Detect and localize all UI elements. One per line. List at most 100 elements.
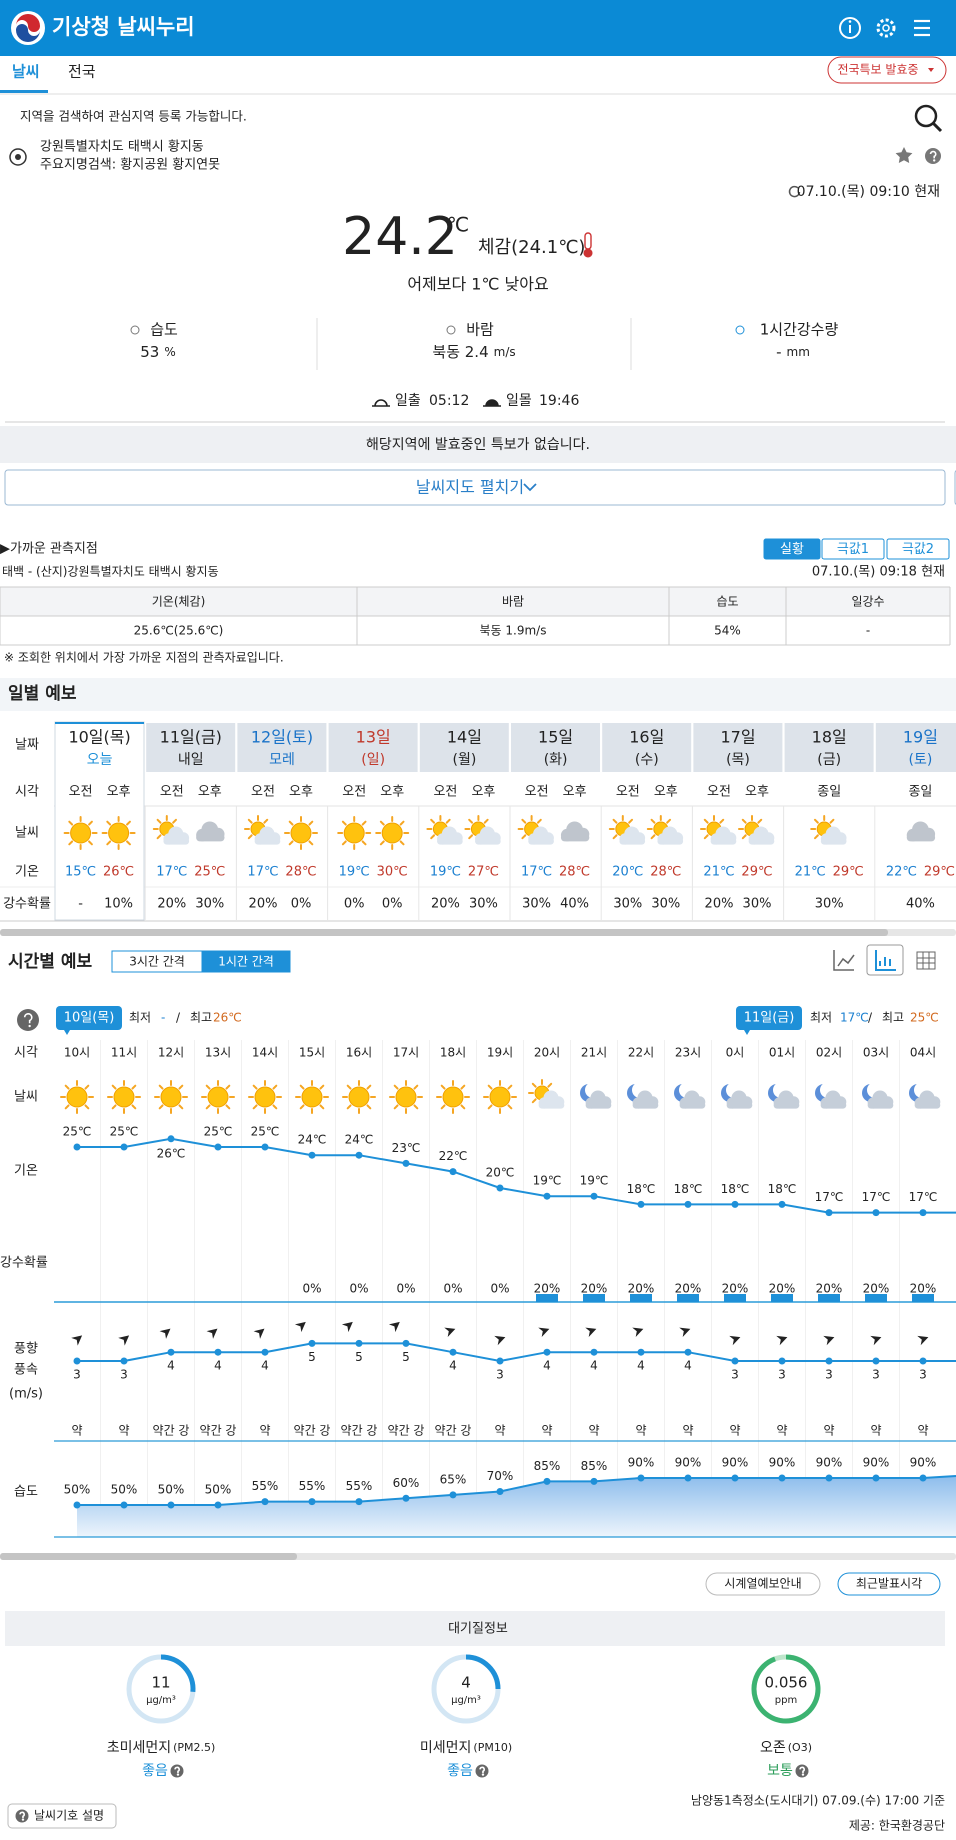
day-header[interactable] bbox=[511, 723, 600, 772]
day-header[interactable] bbox=[693, 723, 783, 772]
search-icon[interactable] bbox=[914, 104, 938, 128]
help-icon[interactable] bbox=[17, 1009, 39, 1031]
obs-button[interactable] bbox=[821, 538, 885, 560]
hour: 11시 bbox=[111, 1046, 137, 1060]
pop-label: 20% bbox=[628, 1282, 655, 1296]
pop-bar bbox=[536, 1294, 558, 1302]
day-header[interactable] bbox=[875, 723, 956, 772]
wind-strength: 약 bbox=[776, 1423, 787, 1438]
period: 오후 bbox=[198, 785, 222, 800]
sun-ray bbox=[178, 1084, 184, 1090]
sun-ray bbox=[288, 820, 294, 826]
table-cell: 25.6℃(25.6℃) bbox=[134, 624, 224, 638]
wind-strength: 약 bbox=[541, 1423, 552, 1438]
sun-icon bbox=[436, 1080, 470, 1114]
button-text: 시계열예보안내 bbox=[724, 1577, 801, 1591]
alert-button[interactable] bbox=[827, 56, 947, 84]
button[interactable] bbox=[837, 1572, 941, 1596]
day-date: 19일 bbox=[903, 728, 938, 747]
humidity-label: 55% bbox=[252, 1479, 279, 1493]
temp-dot bbox=[684, 1200, 692, 1208]
sun-icon bbox=[483, 1080, 517, 1114]
day-date: 15일 bbox=[538, 728, 573, 747]
text-part: mm bbox=[787, 345, 810, 359]
tab[interactable]: 날씨 bbox=[12, 63, 40, 81]
button-text: 최근발표시각 bbox=[856, 1577, 922, 1591]
favorite-star[interactable] bbox=[895, 147, 913, 164]
help-icon[interactable] bbox=[15, 1809, 29, 1823]
table-header-cell: 바람 bbox=[502, 595, 524, 609]
day-temp: 19℃ bbox=[430, 865, 461, 880]
day-header[interactable] bbox=[146, 723, 236, 772]
day-header[interactable] bbox=[784, 723, 874, 772]
stat-icon bbox=[446, 325, 456, 335]
cloud-part bbox=[475, 837, 501, 845]
sun-ray bbox=[272, 1104, 278, 1110]
humidity-label: 70% bbox=[487, 1469, 514, 1483]
cloud-part bbox=[748, 837, 775, 845]
temp-label: 26℃ bbox=[157, 1146, 186, 1160]
pop-label: 20% bbox=[769, 1282, 796, 1296]
humidity-label: 90% bbox=[722, 1456, 749, 1470]
comparison: 어제보다 1℃ 낮아요 bbox=[407, 275, 548, 294]
day-date: 17일 bbox=[720, 728, 755, 747]
warning-bar bbox=[0, 426, 956, 463]
info-button[interactable] bbox=[839, 17, 861, 39]
wind-speed: 4 bbox=[590, 1359, 598, 1373]
day-temp: 19℃ bbox=[339, 865, 370, 880]
button[interactable] bbox=[705, 1572, 821, 1596]
air-title: 대기질정보 bbox=[448, 1622, 508, 1637]
period: 오전 bbox=[69, 785, 93, 800]
day-header[interactable] bbox=[328, 723, 418, 772]
wind-dot bbox=[402, 1339, 410, 1347]
obs-button[interactable] bbox=[763, 538, 821, 560]
day-date: 18일 bbox=[812, 728, 847, 747]
wind-speed: 4 bbox=[167, 1359, 175, 1373]
wind-dot bbox=[308, 1339, 316, 1347]
interval-button[interactable] bbox=[201, 950, 291, 973]
wind-line bbox=[77, 1342, 956, 1363]
wind-speed: 4 bbox=[261, 1359, 269, 1373]
logo-red bbox=[16, 14, 40, 32]
help-icon[interactable] bbox=[475, 1764, 489, 1778]
air-value: 4 bbox=[461, 1674, 471, 1692]
day-pop: 30% bbox=[195, 897, 224, 912]
humidity-dot bbox=[120, 1501, 128, 1509]
day-marker-text: 10일(목) bbox=[64, 1011, 115, 1026]
minmax: 최저 bbox=[129, 1011, 151, 1025]
map-toggle[interactable] bbox=[4, 469, 946, 506]
day-sub: (토) bbox=[908, 752, 932, 768]
day-header[interactable] bbox=[237, 723, 327, 772]
help-icon[interactable] bbox=[925, 148, 941, 164]
sunrise-label: 일출 bbox=[395, 393, 421, 409]
sun-ray bbox=[507, 1104, 513, 1110]
alert-caret bbox=[928, 68, 934, 72]
location-name: 강원특별자치도 태백시 황지동 bbox=[40, 140, 204, 155]
footer-button[interactable] bbox=[7, 1803, 117, 1829]
help-icon[interactable] bbox=[170, 1764, 184, 1778]
sun-ray bbox=[247, 834, 253, 840]
tab-underline bbox=[0, 90, 48, 93]
cloud-part bbox=[254, 837, 281, 845]
sun-icon bbox=[342, 1080, 376, 1114]
obs-button[interactable] bbox=[886, 538, 950, 560]
wind-speed: 4 bbox=[684, 1359, 692, 1373]
row-label: 습도 bbox=[14, 1485, 38, 1500]
minmax: 26℃ bbox=[213, 1011, 242, 1025]
wind-strength: 약 bbox=[259, 1423, 270, 1438]
row-label: 풍향 bbox=[14, 1342, 38, 1357]
sun-ray bbox=[156, 818, 162, 824]
day-header[interactable] bbox=[602, 723, 692, 772]
table-header-cell: 기온(체감) bbox=[152, 595, 206, 609]
minmax: 최고 bbox=[882, 1011, 904, 1025]
tab[interactable]: 전국 bbox=[68, 63, 96, 81]
settings-button[interactable] bbox=[876, 18, 896, 38]
hour: 16시 bbox=[346, 1046, 372, 1060]
text-part: 초미세먼지 bbox=[107, 1740, 171, 1756]
help-icon[interactable] bbox=[795, 1764, 809, 1778]
table-cell: - bbox=[866, 624, 870, 638]
text-part: m/s bbox=[494, 345, 516, 359]
sun-ray bbox=[346, 1084, 352, 1090]
day-header[interactable] bbox=[419, 723, 509, 772]
cloud-part bbox=[906, 834, 936, 842]
